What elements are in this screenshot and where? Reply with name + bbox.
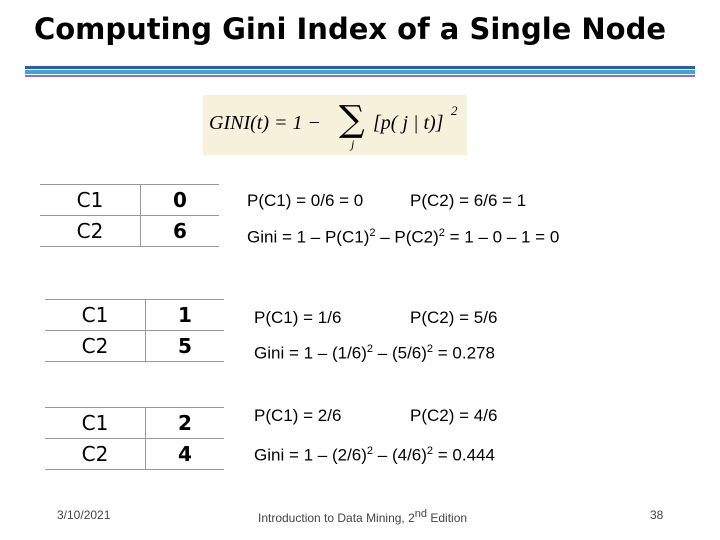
probability: P(C1) = 1/6 [254, 308, 342, 327]
count-table: C1 1 C2 5 [45, 299, 224, 362]
probability: P(C2) = 5/6 [410, 308, 498, 327]
count: 1 [145, 299, 224, 331]
text-segment: Gini = 1 – (2/6) [254, 445, 367, 465]
class-label: C2 [40, 215, 141, 247]
count: 2 [145, 407, 224, 439]
superscript: 2 [438, 227, 445, 239]
table-row: C2 5 [45, 330, 224, 362]
rule [25, 70, 695, 74]
footer-date: 3/10/2021 [57, 508, 111, 522]
class-label: C1 [45, 299, 146, 331]
gini-line: Gini = 1 – (2/6)2 – (4/6)2 = 0.444 [254, 445, 495, 466]
formula-index: j [351, 137, 355, 151]
count-table: C1 0 C2 6 [40, 184, 219, 247]
count: 4 [145, 438, 224, 470]
class-label: C2 [45, 438, 146, 470]
superscript: 2 [369, 227, 376, 239]
footer-page: 38 [650, 508, 664, 522]
table-row: C2 6 [40, 215, 219, 247]
slide-title: Computing Gini Index of a Single Node [33, 12, 667, 46]
probability: P(C2) = 6/6 = 1 [410, 191, 527, 210]
probability: P(C1) = 0/6 = 0 [247, 191, 364, 210]
count: 6 [140, 215, 219, 247]
rule [25, 75, 695, 77]
text-segment: Gini = 1 – P(C1) [247, 227, 370, 247]
class-label: C1 [40, 184, 141, 216]
class-label: C1 [45, 407, 146, 439]
superscript: nd [414, 508, 428, 520]
text-segment: – (4/6) [373, 445, 427, 465]
count-table: C1 2 C2 4 [45, 407, 224, 470]
text-segment: Edition [427, 511, 468, 525]
superscript: 2 [366, 343, 374, 355]
rule [25, 66, 695, 69]
table-row: C1 0 [40, 184, 219, 216]
table-row: C1 2 [45, 407, 224, 439]
formula-text: GINI(t) = 1 − [209, 112, 321, 134]
text-segment: = 0.278 [433, 343, 495, 363]
text-segment: – (5/6) [373, 343, 427, 363]
text-segment: Gini = 1 – (1/6) [254, 343, 367, 363]
count: 5 [145, 330, 224, 362]
count: 0 [140, 184, 219, 216]
superscript: 2 [426, 445, 434, 457]
formula-sum: ∑ [339, 99, 365, 140]
text-segment: Introduction to Data Mining, 2 [258, 511, 415, 525]
formula-exponent: 2 [451, 103, 458, 118]
gini-line: Gini = 1 – P(C1)2 – P(C2)2 = 1 – 0 – 1 =… [247, 227, 559, 248]
table-row: C2 4 [45, 438, 224, 470]
superscript: 2 [366, 445, 374, 457]
probability: P(C1) = 2/6 [254, 406, 342, 425]
formula: GINI(t) = 1 − ∑ j [p( j | t)] 2 [203, 95, 467, 155]
class-label: C2 [45, 330, 146, 362]
formula-text: [p( j | t)] [373, 112, 444, 134]
probability: P(C2) = 4/6 [410, 406, 498, 425]
text-segment: = 1 – 0 – 1 = 0 [444, 227, 560, 247]
text-segment: – P(C2) [375, 227, 439, 247]
footer-source: Introduction to Data Mining, 2nd Edition [258, 508, 467, 525]
gini-line: Gini = 1 – (1/6)2 – (5/6)2 = 0.278 [254, 343, 495, 364]
table-row: C1 1 [45, 299, 224, 331]
text-segment: = 0.444 [433, 445, 495, 465]
superscript: 2 [426, 343, 434, 355]
